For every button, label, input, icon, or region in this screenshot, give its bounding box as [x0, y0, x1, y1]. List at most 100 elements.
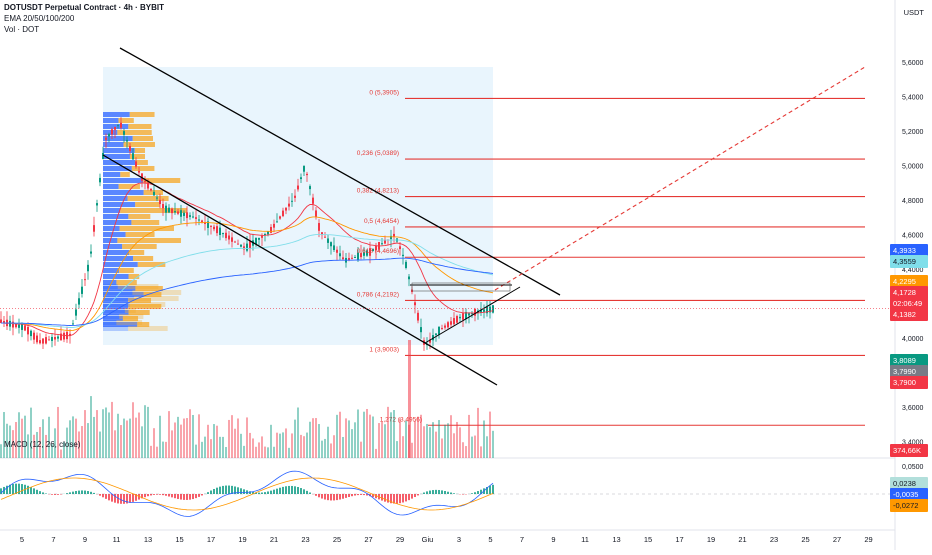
macd-histogram-bar — [288, 486, 290, 494]
candle-body — [399, 246, 401, 249]
time-axis-label: 3 — [457, 535, 461, 544]
macd-histogram-bar — [168, 494, 170, 497]
macd-histogram-bar — [273, 490, 275, 494]
price-axis-tick: 4,8000 — [902, 198, 924, 205]
volume-profile-bar-down — [116, 320, 142, 325]
macd-histogram-bar — [444, 491, 446, 494]
time-axis-label: 11 — [113, 535, 121, 544]
volume-bar — [306, 433, 308, 458]
volume-bar — [75, 419, 77, 458]
macd-histogram-bar — [297, 487, 299, 494]
volume-profile-bar-up — [103, 118, 118, 123]
volume-profile-bar-up — [103, 220, 131, 225]
time-axis-label: 25 — [333, 535, 341, 544]
volume-legend[interactable]: Vol · DOT — [4, 25, 39, 34]
macd-histogram-bar — [39, 491, 41, 494]
price-axis-tick: 5,4000 — [902, 94, 924, 101]
volume-profile-bar-down — [129, 250, 144, 255]
macd-histogram-bar — [411, 494, 413, 499]
macd-histogram-bar — [408, 494, 410, 500]
volume-bar — [108, 412, 110, 458]
candle-body — [492, 305, 494, 312]
macd-histogram-bar — [186, 494, 188, 500]
macd-histogram-bar — [153, 494, 155, 495]
macd-histogram-bar — [321, 494, 323, 499]
time-axis-label: 27 — [833, 535, 841, 544]
macd-histogram-bar — [333, 494, 335, 500]
candle-body — [315, 210, 317, 217]
macd-histogram-bar — [492, 485, 494, 494]
macd-histogram-bar — [198, 494, 200, 497]
candle-body — [240, 245, 242, 247]
macd-histogram-bar — [54, 494, 56, 495]
macd-histogram-bar — [357, 494, 359, 495]
symbol-title[interactable]: DOTUSDT Perpetual Contract · 4h · BYBIT — [4, 3, 164, 12]
volume-bar — [99, 432, 101, 458]
volume-bar — [102, 409, 104, 458]
candle-body — [198, 219, 200, 220]
volume-bar — [165, 442, 167, 458]
time-axis-label: 9 — [551, 535, 555, 544]
volume-profile-bar-down — [133, 256, 153, 261]
time-axis-label: 17 — [207, 535, 215, 544]
candle-body — [126, 140, 128, 142]
time-axis-label: 23 — [770, 535, 778, 544]
macd-histogram-bar — [195, 494, 197, 498]
ema-legend[interactable]: EMA 20/50/100/200 — [4, 14, 74, 23]
volume-profile-bar-up — [103, 214, 128, 219]
volume-profile-bar-down — [132, 166, 155, 171]
volume-bar — [486, 436, 488, 458]
volume-bar — [330, 443, 332, 458]
candle-body — [474, 309, 476, 316]
macd-histogram-bar — [306, 491, 308, 494]
volume-bar — [483, 420, 485, 458]
volume-bar — [366, 409, 368, 458]
macd-histogram-bar — [438, 490, 440, 494]
time-axis-label: 7 — [51, 535, 55, 544]
volume-profile-bar-up — [103, 320, 116, 325]
candle-body — [444, 326, 446, 328]
candle-body — [174, 211, 176, 212]
macd-histogram-bar — [210, 491, 212, 494]
candle-body — [165, 206, 167, 213]
candle-body — [249, 241, 251, 249]
candle-body — [270, 227, 272, 233]
volume-bar — [204, 437, 206, 458]
macd-histogram-bar — [399, 494, 401, 503]
volume-bar — [363, 412, 365, 458]
macd-histogram-bar — [51, 494, 53, 495]
macd-histogram-bar — [207, 492, 209, 494]
macd-histogram-bar — [450, 493, 452, 494]
volume-bar — [450, 415, 452, 458]
macd-legend[interactable]: MACD (12, 26, close) — [4, 440, 80, 449]
macd-histogram-bar — [258, 493, 260, 494]
volume-bar — [315, 418, 317, 458]
macd-histogram-bar — [111, 494, 113, 502]
volume-bar — [462, 442, 464, 458]
candle-body — [438, 327, 440, 335]
macd-histogram-bar — [363, 494, 365, 495]
candle-body — [51, 337, 53, 341]
candle-body — [300, 177, 302, 179]
candle-body — [57, 336, 59, 338]
candle-body — [273, 224, 275, 228]
candle-body — [285, 208, 287, 211]
volume-bar — [186, 418, 188, 458]
candle-body — [135, 161, 137, 166]
candle-body — [24, 325, 26, 330]
time-axis-label: 13 — [144, 535, 152, 544]
volume-bar — [267, 447, 269, 458]
macd-histogram-bar — [303, 489, 305, 494]
macd-histogram-bar — [183, 494, 185, 500]
volume-bar — [123, 419, 125, 458]
volume-profile-bar-down — [131, 220, 159, 225]
macd-histogram-bar — [33, 488, 35, 494]
macd-histogram-bar — [282, 487, 284, 494]
volume-bar — [291, 433, 293, 458]
volume-bar — [357, 409, 359, 458]
volume-profile-bar-down — [119, 268, 134, 273]
macd-histogram-bar — [429, 491, 431, 494]
volume-bar — [132, 402, 134, 458]
